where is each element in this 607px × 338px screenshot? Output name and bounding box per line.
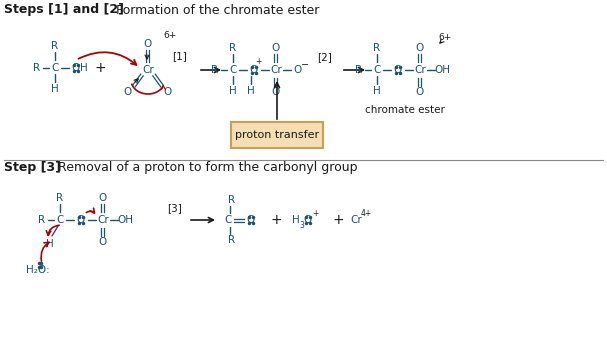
Text: [3]: [3] [168, 203, 183, 213]
Text: O: O [304, 215, 312, 225]
Text: O: O [416, 87, 424, 97]
Text: C: C [229, 65, 237, 75]
Text: Removal of a proton to form the carbonyl group: Removal of a proton to form the carbonyl… [58, 162, 358, 174]
Text: R: R [56, 193, 64, 203]
Text: R: R [33, 63, 41, 73]
Text: O: O [99, 237, 107, 247]
Text: C: C [373, 65, 381, 75]
Text: +: + [332, 213, 344, 227]
Text: Cr: Cr [414, 65, 426, 75]
Text: O: O [272, 87, 280, 97]
Text: H₂O:: H₂O: [26, 265, 50, 275]
Text: O: O [72, 63, 80, 73]
Text: H: H [229, 86, 237, 96]
Text: 6+: 6+ [438, 33, 452, 43]
Text: R: R [228, 195, 236, 205]
Text: R: R [229, 43, 237, 53]
Text: R: R [211, 65, 219, 75]
Text: O: O [99, 193, 107, 203]
Text: R: R [38, 215, 46, 225]
Text: H: H [80, 63, 88, 73]
Text: O: O [416, 43, 424, 53]
Text: O: O [250, 65, 258, 75]
Text: H: H [373, 86, 381, 96]
Text: Cr: Cr [350, 215, 362, 225]
Text: 3: 3 [300, 220, 305, 230]
Text: R: R [228, 235, 236, 245]
Text: +: + [270, 213, 282, 227]
Text: O: O [294, 65, 302, 75]
Text: −: − [301, 60, 309, 70]
Text: Step [3]: Step [3] [4, 162, 61, 174]
Text: proton transfer: proton transfer [235, 130, 319, 140]
Text: O: O [144, 39, 152, 49]
Text: C: C [225, 215, 232, 225]
Text: H: H [46, 239, 54, 249]
Text: C: C [52, 63, 59, 73]
Text: [1]: [1] [172, 51, 188, 61]
Text: O: O [124, 87, 132, 97]
Text: H: H [247, 86, 255, 96]
Text: O: O [247, 215, 255, 225]
Text: C: C [56, 215, 64, 225]
Text: +: + [312, 210, 318, 218]
Text: H: H [292, 215, 300, 225]
Text: Steps [1] and [2]: Steps [1] and [2] [4, 3, 124, 17]
Text: R: R [356, 65, 362, 75]
Text: +: + [94, 61, 106, 75]
Text: OH: OH [117, 215, 133, 225]
Text: 6+: 6+ [163, 31, 177, 41]
Text: O: O [164, 87, 172, 97]
Text: H: H [51, 84, 59, 94]
Text: chromate ester: chromate ester [365, 105, 445, 115]
Text: R: R [373, 43, 381, 53]
Text: O: O [272, 43, 280, 53]
Text: O: O [77, 215, 85, 225]
Text: Cr: Cr [97, 215, 109, 225]
Text: [2]: [2] [317, 52, 333, 62]
Text: Cr: Cr [270, 65, 282, 75]
Text: 4+: 4+ [361, 210, 371, 218]
Text: Formation of the chromate ester: Formation of the chromate ester [116, 3, 319, 17]
Text: Cr: Cr [142, 65, 154, 75]
Text: R: R [52, 41, 58, 51]
Text: OH: OH [434, 65, 450, 75]
Text: +: + [255, 56, 261, 66]
FancyBboxPatch shape [231, 122, 323, 148]
Text: O: O [394, 65, 402, 75]
